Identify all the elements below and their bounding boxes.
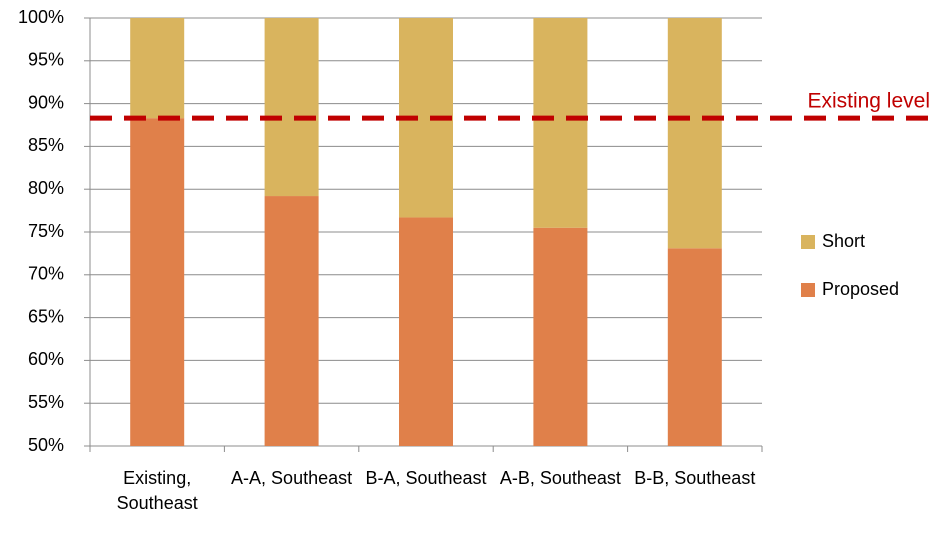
reference-label: Existing level	[807, 90, 930, 113]
bar-segment	[130, 18, 185, 119]
y-tick-label: 85%	[28, 135, 64, 155]
y-tick-label: 70%	[28, 264, 64, 284]
x-tick-label: B-A, Southeast	[365, 468, 487, 488]
y-tick-label: 80%	[28, 178, 64, 198]
y-tick-label: 75%	[28, 221, 64, 241]
bar-segment	[130, 118, 185, 446]
bar-segment	[264, 196, 319, 446]
y-tick-label: 65%	[28, 306, 64, 326]
legend-swatch	[801, 235, 815, 249]
bar-segment	[533, 227, 588, 446]
x-tick-label: B-B, Southeast	[634, 468, 756, 488]
bar-segment	[667, 248, 722, 446]
bar-segment	[264, 18, 319, 197]
y-tick-label: 95%	[28, 50, 64, 70]
y-tick-label: 55%	[28, 392, 64, 412]
y-tick-label: 60%	[28, 349, 64, 369]
legend-label: Short	[822, 231, 865, 251]
x-tick-label: A-A, Southeast	[231, 468, 353, 488]
y-tick-label: 100%	[18, 7, 64, 27]
legend-swatch	[801, 283, 815, 297]
bar-segment	[533, 18, 588, 228]
legend-label: Proposed	[822, 279, 899, 299]
y-tick-label: 90%	[28, 92, 64, 112]
bar-segment	[399, 217, 453, 446]
bar-segment	[667, 18, 722, 249]
y-tick-label: 50%	[28, 435, 64, 455]
x-tick-label: A-B, Southeast	[499, 468, 621, 488]
x-tick-label: Existing, Southeast	[116, 468, 198, 513]
